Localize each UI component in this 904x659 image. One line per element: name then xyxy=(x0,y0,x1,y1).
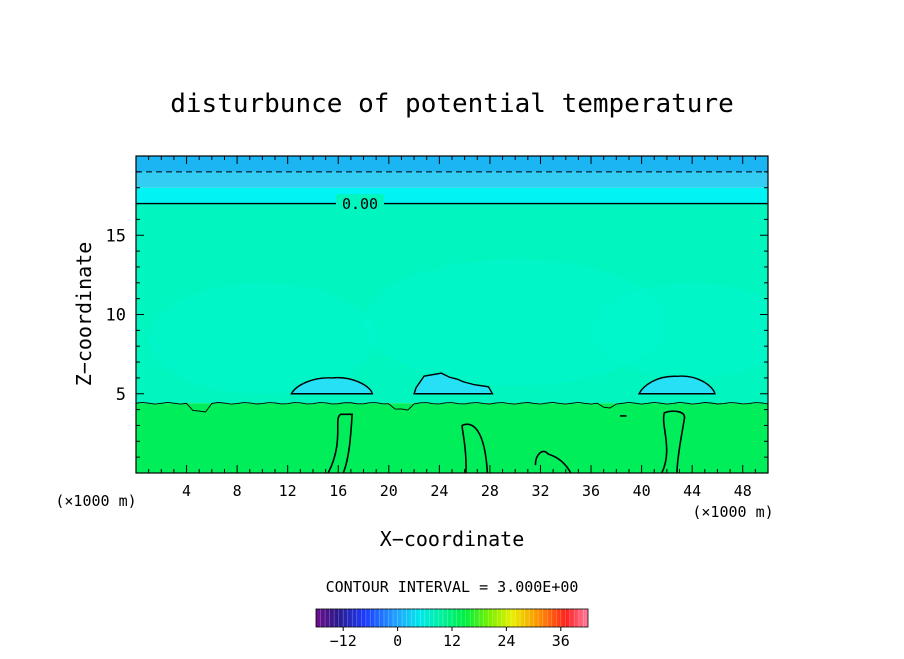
cloud-region xyxy=(414,373,493,394)
y-tick-labels: 5 10 15 xyxy=(106,226,126,405)
x-tick-label: 16 xyxy=(329,482,347,500)
colorbar-tick-label: 24 xyxy=(497,632,515,650)
x-tick-label: 8 xyxy=(233,482,242,500)
cloud-contour xyxy=(290,376,374,395)
plume-contour xyxy=(327,413,353,473)
plume-contour xyxy=(661,410,686,473)
field-shade xyxy=(148,282,377,394)
y-tick-label: 5 xyxy=(116,385,126,405)
cloud-contour xyxy=(637,375,716,395)
colorbar-tick-label: 12 xyxy=(443,632,461,650)
x-tick-label: 12 xyxy=(279,482,297,500)
colorbar-tick-labels: −12 0 12 24 36 xyxy=(330,627,570,650)
plume-contour xyxy=(534,450,572,473)
axis-ticks xyxy=(136,156,768,473)
x-unit-label-left: (×1000 m) xyxy=(55,492,136,510)
cloud-region xyxy=(639,376,715,394)
colorbar-tick-label: 36 xyxy=(552,632,570,650)
y-axis-label: Z−coordinate xyxy=(72,242,96,387)
field-layer xyxy=(136,203,768,404)
colorbar-segments xyxy=(320,609,584,627)
x-tick-label: 28 xyxy=(481,482,499,500)
x-tick-labels: 4 8 12 16 20 24 28 32 36 40 44 48 xyxy=(182,482,752,500)
y-tick-label: 10 xyxy=(106,306,126,326)
field-shade xyxy=(363,259,667,386)
boundary-contour xyxy=(136,402,768,413)
field-layer xyxy=(136,187,768,204)
x-tick-label: 4 xyxy=(182,482,191,500)
colorbar-tick-label: −12 xyxy=(330,632,357,650)
x-tick-label: 40 xyxy=(633,482,651,500)
field-shade xyxy=(591,282,768,378)
x-tick-label: 20 xyxy=(380,482,398,500)
chart-title: disturbunce of potential temperature xyxy=(170,89,734,119)
x-tick-label: 24 xyxy=(430,482,448,500)
contour-label: 0.00 xyxy=(342,195,378,213)
contour-label-bg xyxy=(336,194,384,212)
field-layer xyxy=(136,403,768,473)
cloud-regions xyxy=(291,373,715,394)
field-layer xyxy=(136,171,768,188)
x-tick-label: 32 xyxy=(531,482,549,500)
cloud-contour xyxy=(413,372,494,395)
x-unit-label-right: (×1000 m) xyxy=(692,503,773,521)
x-tick-label: 48 xyxy=(734,482,752,500)
field-layer xyxy=(136,156,768,172)
contour-interval-text: CONTOUR INTERVAL = 3.000E+00 xyxy=(326,578,579,596)
x-tick-label: 44 xyxy=(683,482,701,500)
y-tick-label: 15 xyxy=(106,226,126,246)
x-tick-label: 36 xyxy=(582,482,600,500)
contour-lines xyxy=(136,171,768,473)
x-axis-label: X−coordinate xyxy=(380,527,525,551)
cloud-region xyxy=(291,377,373,394)
plot-field xyxy=(136,156,768,473)
colorbar-tick-label: 0 xyxy=(393,632,402,650)
plume-contour xyxy=(461,423,489,473)
